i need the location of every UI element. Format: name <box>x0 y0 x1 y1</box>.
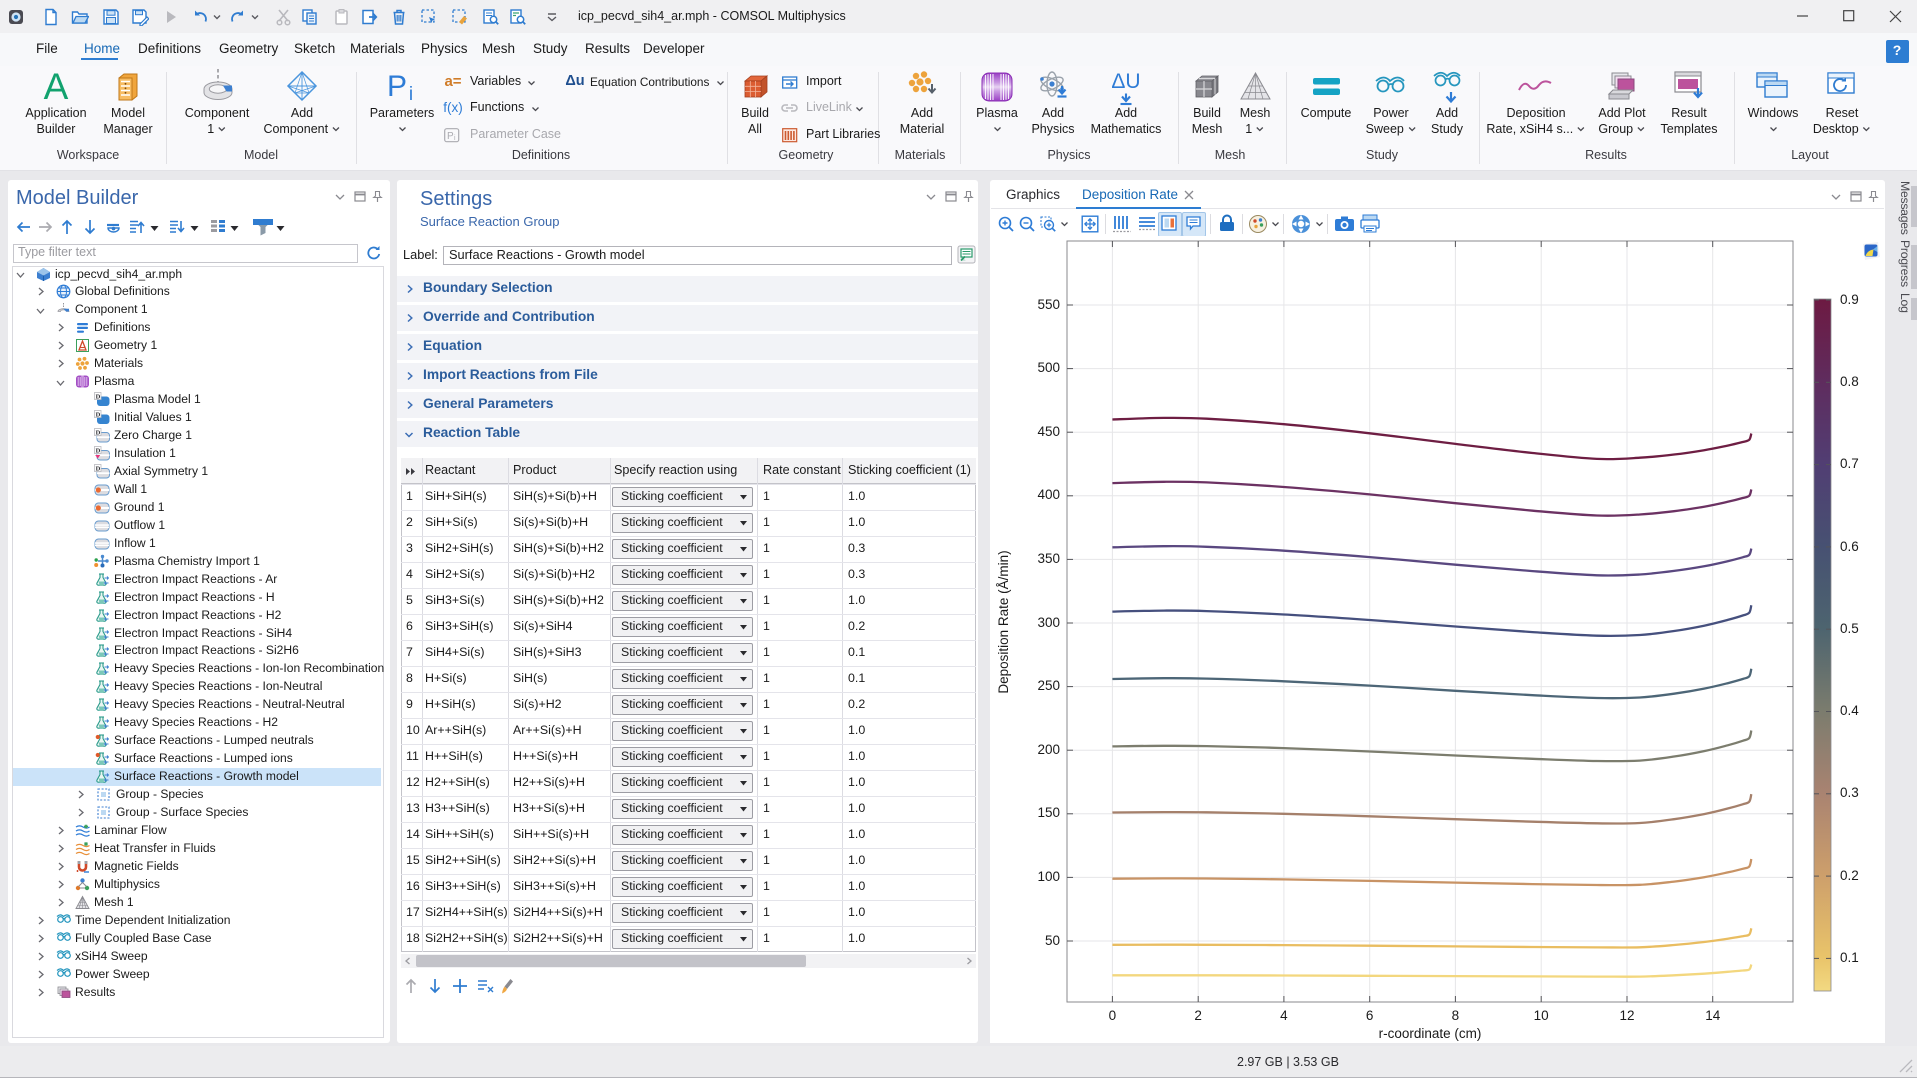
svg-text:D: D <box>96 411 101 418</box>
svg-text:D: D <box>96 465 101 472</box>
svg-text:P: P <box>447 131 454 142</box>
svg-text:D: D <box>96 429 101 436</box>
svg-text:D: D <box>96 447 101 454</box>
svg-text:D: D <box>96 393 101 400</box>
svg-text:i: i <box>454 135 456 142</box>
